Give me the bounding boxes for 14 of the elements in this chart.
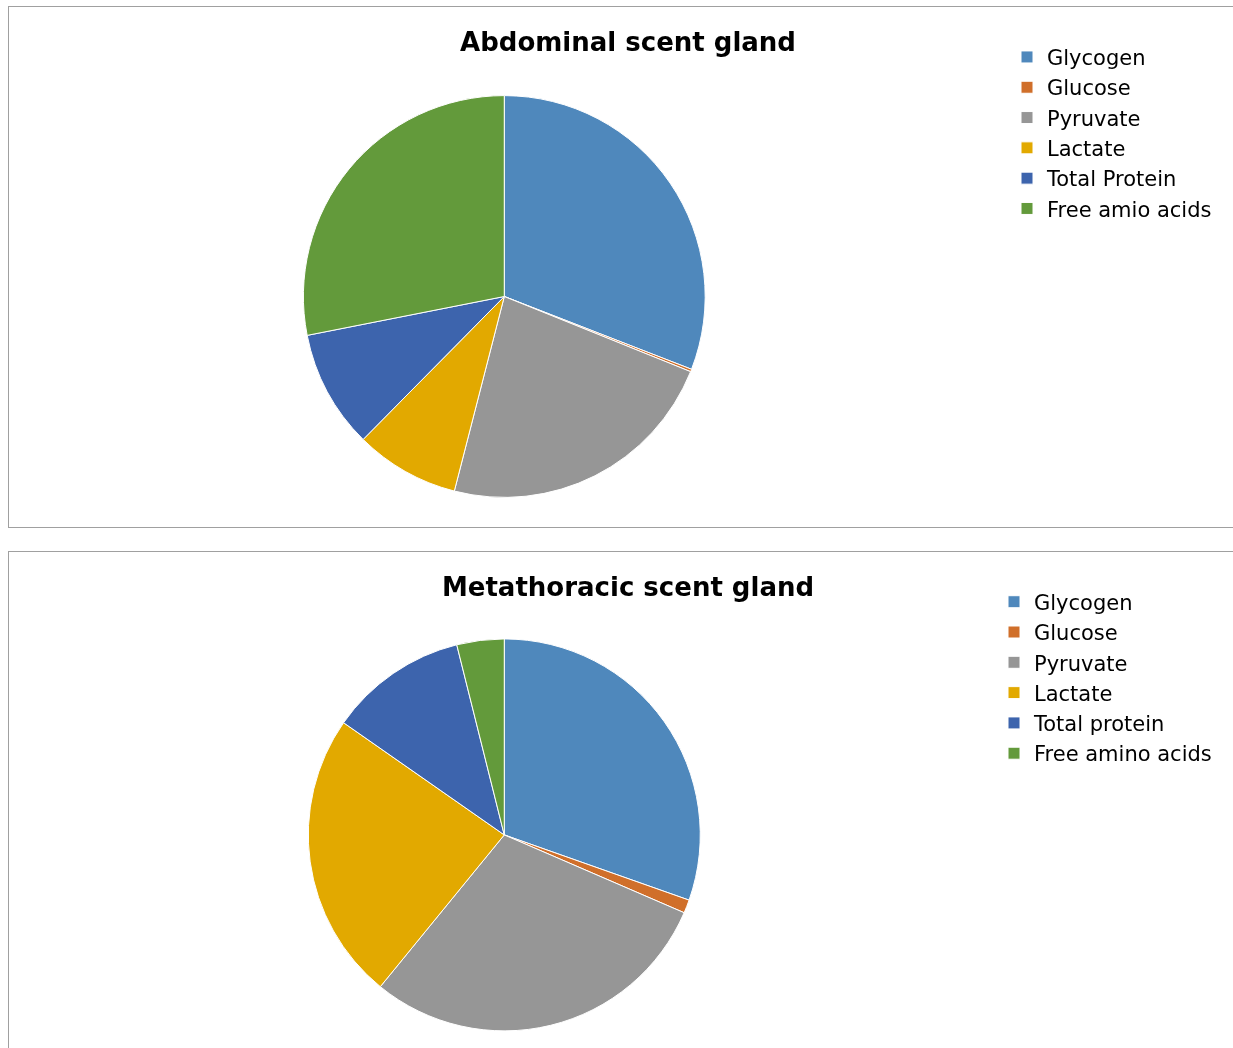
legend-label: Pyruvate [1034,651,1128,676]
legend-label: Total protein [1033,712,1165,737]
legend-label: Lactate [1047,137,1126,162]
chart-title: Metathoracic scent gland [441,571,815,602]
chart-title: Abdominal scent gland [460,27,796,58]
legend-label: Glucose [1047,76,1131,101]
legend-label: Lactate [1034,681,1113,706]
legend-label: Free amino acids [1034,742,1212,767]
legend-label: Free amio acids [1047,197,1212,222]
legend-label: Glycogen [1047,46,1146,71]
legend-label: Glucose [1034,621,1118,646]
legend-label: Total Protein [1046,167,1177,192]
legend-label: Glycogen [1034,590,1133,615]
legend-label: Pyruvate [1047,106,1141,131]
